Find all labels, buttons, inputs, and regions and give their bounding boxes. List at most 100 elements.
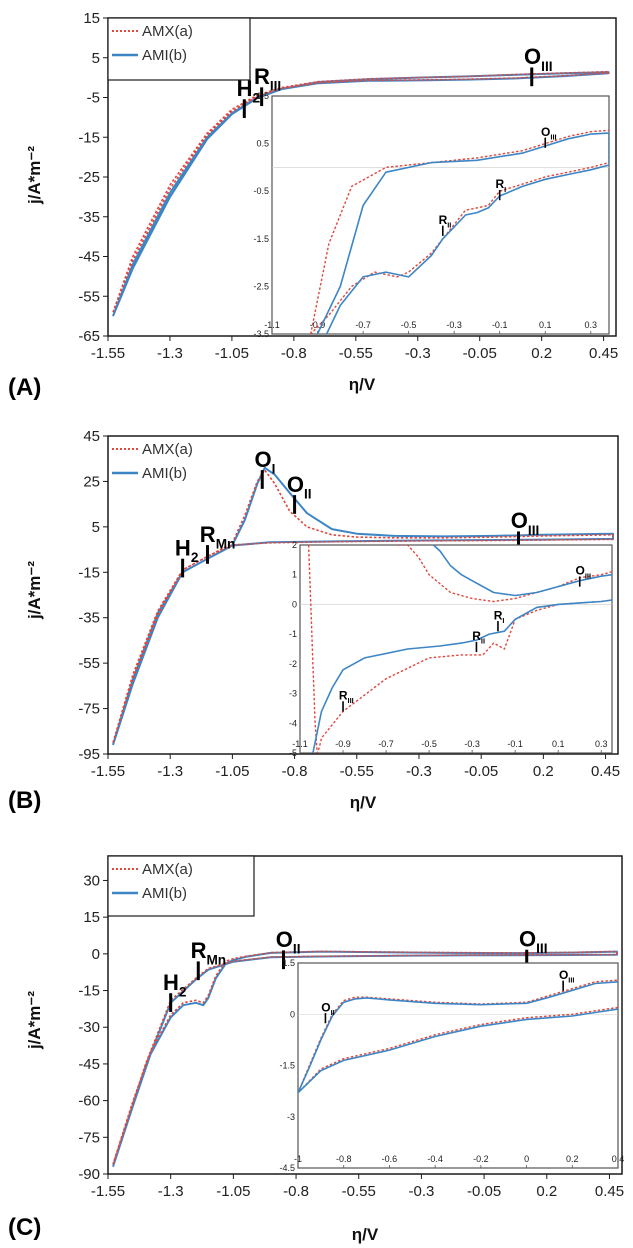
- annotation-oii: OII: [276, 927, 301, 957]
- annotation-oii: OII: [321, 1000, 334, 1017]
- annotation-letter: R: [472, 629, 481, 643]
- inset-x-tick-label: 0.3: [585, 320, 598, 330]
- annotation-subscript: I: [272, 461, 276, 476]
- x-tick-label: -1.55: [91, 763, 125, 780]
- annotation-subscript: III: [541, 59, 552, 74]
- inset-x-tick-label: -0.7: [355, 320, 371, 330]
- annotation-letter: O: [255, 447, 272, 472]
- inset-y-tick-label: 2: [292, 540, 297, 550]
- inset-y-tick-label: -2: [289, 659, 297, 669]
- x-tick-label: -0.3: [408, 1183, 434, 1200]
- legend-label: AMX(a): [142, 441, 193, 458]
- inset-y-tick-label: -3: [289, 689, 297, 699]
- panel-b: 45 25 5 -15 -35 -55 -75 -95-1.55 -1.3 -1.05 -0.8 -0…: [8, 428, 620, 814]
- annotation-letter: R: [191, 938, 207, 963]
- annotation-letter: H: [237, 76, 253, 101]
- x-tick-label: -1.3: [158, 1183, 184, 1200]
- y-tick-label: -75: [78, 1129, 100, 1146]
- y-axis-label: j/A*m⁻²: [25, 561, 44, 620]
- y-tick-label: -75: [78, 701, 100, 718]
- series-amx-inset: [310, 129, 609, 334]
- inset-x-tick-label: -1.1: [264, 320, 280, 330]
- inset-y-tick-label: -3: [287, 1112, 295, 1122]
- y-tick-label: -15: [78, 983, 100, 1000]
- x-tick-label: -0.55: [339, 345, 373, 362]
- annotation-h2: H2: [175, 535, 199, 565]
- annotation-oiii: OIII: [576, 564, 592, 581]
- panel-label: (C): [8, 1214, 41, 1241]
- annotation-subscript: I: [502, 616, 504, 625]
- x-tick-label: -1.05: [216, 1183, 250, 1200]
- annotation-letter: R: [339, 688, 348, 702]
- x-tick-label: 0.45: [589, 345, 618, 362]
- annotation-letter: H: [175, 535, 191, 560]
- annotation-subscript: III: [550, 132, 556, 141]
- annotation-subscript: I: [504, 185, 506, 194]
- inset-y-tick-label: -4.5: [279, 1163, 295, 1173]
- annotation-subscript: III: [568, 975, 574, 984]
- inset-x-tick-label: 0.2: [566, 1154, 579, 1164]
- panel-label: (B): [8, 787, 41, 814]
- annotation-subscript: 2: [179, 985, 187, 1000]
- y-tick-label: -65: [78, 328, 100, 345]
- annotation-riii: RIII: [254, 64, 281, 94]
- inset-x-tick-label: -0.9: [335, 739, 351, 749]
- inset-x-tick-label: -1.1: [292, 739, 308, 749]
- annotation-subscript: 2: [252, 91, 260, 106]
- legend: AMX(a) AMI(b): [107, 855, 255, 917]
- inset-x-tick-label: -0.1: [492, 320, 508, 330]
- inset-x-tick-label: -0.3: [446, 320, 462, 330]
- annotation-subscript: III: [528, 523, 539, 538]
- x-tick-label: -1.05: [215, 345, 249, 362]
- inset-y-tick-label: -2.5: [253, 281, 269, 291]
- y-tick-label: 15: [83, 10, 100, 27]
- annotation-h2: H2: [237, 76, 261, 106]
- y-tick-label: 25: [83, 473, 100, 490]
- x-tick-label: -1.3: [157, 763, 183, 780]
- x-tick-label: -0.3: [406, 763, 432, 780]
- x-tick-label: 0.45: [595, 1183, 624, 1200]
- y-tick-label: 5: [92, 50, 100, 67]
- annotation-subscript: II: [331, 1008, 335, 1017]
- annotation-oiii: OIII: [541, 125, 557, 142]
- annotation-oi: OI: [255, 447, 276, 477]
- annotation-h2: H2: [163, 970, 187, 1000]
- inset-y-tick-label: 0: [292, 599, 297, 609]
- series-ami-inset: [432, 545, 612, 597]
- y-tick-label: 15: [83, 909, 100, 926]
- annotation-subscript: II: [447, 221, 451, 230]
- annotation-subscript: II: [481, 637, 485, 646]
- y-tick-label: -55: [78, 655, 100, 672]
- annotation-letter: O: [287, 472, 304, 497]
- inset-plot-frame: [297, 962, 619, 1169]
- inset-plot-frame: [271, 95, 610, 335]
- x-tick-label: -1.55: [91, 345, 125, 362]
- annotation-oiii: OIII: [559, 968, 575, 985]
- legend-label: AMI(b): [142, 885, 187, 902]
- y-tick-label: -5: [87, 90, 100, 107]
- annotation-rmn: RMn: [200, 522, 236, 552]
- y-tick-label: -35: [78, 209, 100, 226]
- inset-x-tick-label: -0.5: [421, 739, 437, 749]
- x-tick-label: 0.45: [591, 763, 620, 780]
- y-tick-label: -15: [78, 129, 100, 146]
- inset-x-tick-label: -0.1: [507, 739, 523, 749]
- annotation-subscript: III: [536, 941, 547, 956]
- series-amx-main: [112, 950, 618, 1165]
- series-ami-inset: [298, 1008, 618, 1094]
- inset-x-tick-label: 0.1: [539, 320, 552, 330]
- annotation-letter: O: [511, 508, 528, 533]
- x-tick-label: -0.05: [467, 1183, 501, 1200]
- annotation-rii: RII: [439, 213, 452, 230]
- annotation-ri: RI: [496, 177, 507, 194]
- x-tick-label: 0.2: [533, 763, 554, 780]
- inset-y-tick-label: -4: [289, 718, 297, 728]
- legend-box: [107, 855, 255, 917]
- x-tick-label: 0.2: [536, 1183, 557, 1200]
- series-amx-inset: [298, 1006, 618, 1094]
- inset-y-tick-label: -1.5: [253, 234, 269, 244]
- y-tick-label: -90: [78, 1166, 100, 1183]
- annotation-letter: O: [576, 564, 585, 578]
- annotation-rii: RII: [472, 629, 485, 646]
